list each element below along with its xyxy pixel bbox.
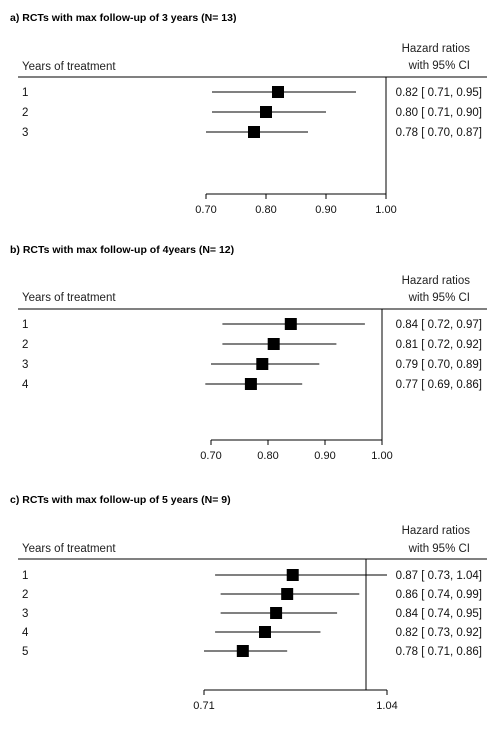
row-header: Years of treatment bbox=[22, 61, 116, 73]
row-label: 4 bbox=[22, 627, 29, 639]
ci-value-text: 0.78 [ 0.70, 0.87] bbox=[396, 127, 482, 139]
ci-value-text: 0.82 [ 0.73, 0.92] bbox=[396, 627, 482, 639]
ci-value-text: 0.87 [ 0.73, 1.04] bbox=[396, 570, 482, 582]
x-tick-label: 0.80 bbox=[255, 204, 276, 216]
hazard-ratio-marker bbox=[281, 588, 294, 600]
x-tick-label: 0.90 bbox=[314, 450, 335, 462]
x-tick-label: 1.00 bbox=[371, 450, 392, 462]
ci-header-line-2: with 95% CI bbox=[408, 543, 470, 555]
ci-value-text: 0.84 [ 0.74, 0.95] bbox=[396, 608, 482, 620]
ci-header-line-1: Hazard ratios bbox=[402, 275, 471, 287]
panel-title: c) RCTs with max follow-up of 5 years (N… bbox=[10, 494, 231, 506]
ci-header-line-1: Hazard ratios bbox=[402, 43, 471, 55]
x-tick-label: 0.80 bbox=[257, 450, 278, 462]
x-tick-label: 0.70 bbox=[200, 450, 221, 462]
ci-value-text: 0.84 [ 0.72, 0.97] bbox=[396, 319, 482, 331]
hazard-ratio-marker bbox=[284, 318, 297, 330]
x-tick-label: 0.71 bbox=[193, 700, 214, 712]
row-label: 2 bbox=[22, 589, 28, 601]
ci-header-line-2: with 95% CI bbox=[408, 292, 470, 304]
hazard-ratio-marker bbox=[260, 106, 272, 118]
row-label: 1 bbox=[22, 570, 28, 582]
hazard-ratio-marker bbox=[286, 569, 299, 581]
row-label: 5 bbox=[22, 646, 28, 658]
hazard-ratio-marker bbox=[272, 86, 284, 98]
hazard-ratio-marker bbox=[236, 645, 249, 657]
hazard-ratio-marker bbox=[248, 126, 260, 138]
row-label: 3 bbox=[22, 127, 28, 139]
row-header: Years of treatment bbox=[22, 543, 116, 555]
row-label: 1 bbox=[22, 87, 28, 99]
hazard-ratio-marker bbox=[244, 378, 257, 390]
row-label: 3 bbox=[22, 608, 28, 620]
ci-value-text: 0.82 [ 0.71, 0.95] bbox=[396, 87, 482, 99]
row-label: 2 bbox=[22, 107, 28, 119]
hazard-ratio-marker bbox=[267, 338, 280, 350]
x-tick-label: 0.90 bbox=[315, 204, 336, 216]
row-label: 2 bbox=[22, 339, 28, 351]
hazard-ratio-marker bbox=[256, 358, 269, 370]
ci-value-text: 0.79 [ 0.70, 0.89] bbox=[396, 359, 482, 371]
ci-value-text: 0.77 [ 0.69, 0.86] bbox=[396, 379, 482, 391]
ci-header-line-1: Hazard ratios bbox=[402, 525, 471, 537]
x-tick-label: 1.04 bbox=[376, 700, 397, 712]
row-label: 3 bbox=[22, 359, 28, 371]
ci-header-line-2: with 95% CI bbox=[408, 60, 470, 72]
ci-value-text: 0.81 [ 0.72, 0.92] bbox=[396, 339, 482, 351]
ci-value-text: 0.86 [ 0.74, 0.99] bbox=[396, 589, 482, 601]
panel-title: a) RCTs with max follow-up of 3 years (N… bbox=[10, 12, 236, 24]
ci-value-text: 0.80 [ 0.71, 0.90] bbox=[396, 107, 482, 119]
x-tick-label: 0.70 bbox=[195, 204, 216, 216]
x-tick-label: 1.00 bbox=[375, 204, 396, 216]
panel-title: b) RCTs with max follow-up of 4years (N=… bbox=[10, 244, 234, 256]
row-label: 4 bbox=[22, 379, 29, 391]
hazard-ratio-marker bbox=[259, 626, 271, 638]
ci-value-text: 0.78 [ 0.71, 0.86] bbox=[396, 646, 482, 658]
row-header: Years of treatment bbox=[22, 292, 116, 304]
hazard-ratio-marker bbox=[270, 607, 283, 619]
row-label: 1 bbox=[22, 319, 28, 331]
